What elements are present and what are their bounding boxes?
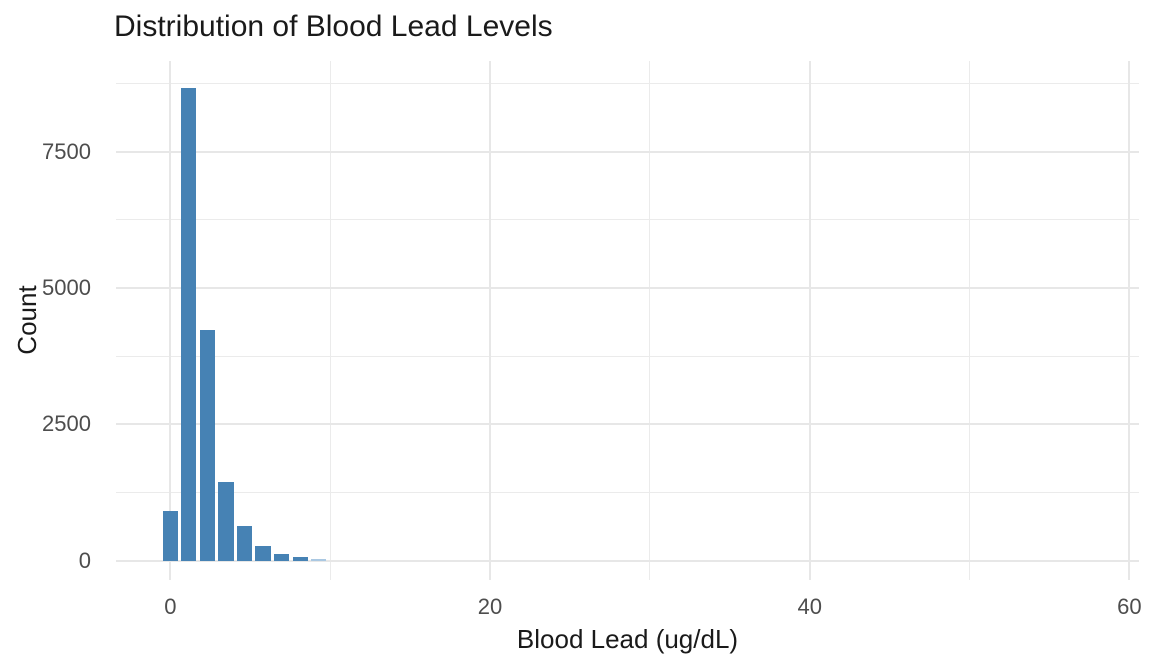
gridline-y-major: [116, 559, 1139, 562]
y-tick-label: 5000: [42, 275, 91, 301]
histogram-bar: [199, 329, 215, 561]
y-tick-label: 7500: [42, 138, 91, 164]
histogram-bar: [274, 554, 290, 561]
x-tick-label: 60: [1117, 594, 1142, 619]
gridline-y-major: [116, 423, 1139, 426]
gridline-x-minor: [969, 61, 971, 580]
gridline-x-major: [808, 61, 811, 580]
gridline-y-minor: [116, 219, 1139, 221]
gridline-y-minor: [116, 492, 1139, 494]
histogram-bar: [181, 87, 197, 561]
gridline-x-major: [169, 61, 172, 580]
x-tick-label: 20: [477, 594, 503, 619]
gridline-x-major: [1128, 61, 1131, 580]
histogram-bar: [255, 545, 271, 561]
chart-title: Distribution of Blood Lead Levels: [114, 10, 553, 43]
gridline-x-minor: [649, 61, 651, 580]
gridline-y-minor: [116, 82, 1139, 84]
histogram-bar: [162, 510, 178, 561]
x-axis-title: Blood Lead (ug/dL): [516, 624, 739, 654]
histogram-bar: [218, 481, 234, 561]
y-tick-label: 2500: [42, 411, 91, 437]
gridline-x-minor: [329, 61, 331, 580]
y-tick-label: 0: [78, 547, 91, 573]
gridline-y-major: [116, 287, 1139, 290]
histogram-bar: [311, 558, 327, 561]
gridline-y-minor: [116, 355, 1139, 357]
gridline-y-major: [116, 150, 1139, 153]
gridline-x-major: [489, 61, 492, 580]
histogram-bar: [236, 525, 253, 561]
histogram-bar: [292, 556, 308, 561]
x-tick-label: 40: [797, 594, 822, 619]
x-tick-label: 0: [164, 594, 177, 619]
plot-panel: [116, 61, 1139, 580]
